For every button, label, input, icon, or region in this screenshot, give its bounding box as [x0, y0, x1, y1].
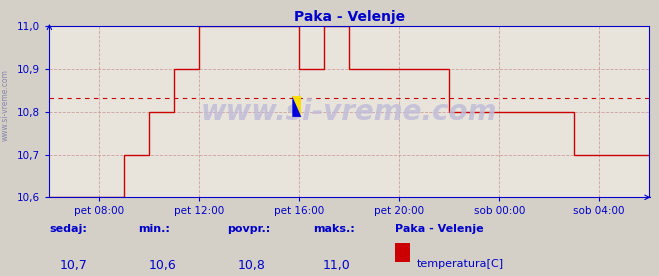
Text: povpr.:: povpr.:: [227, 224, 271, 233]
Text: temperatura[C]: temperatura[C]: [416, 259, 503, 269]
Text: 10,8: 10,8: [237, 259, 265, 272]
Text: min.:: min.:: [138, 224, 170, 233]
Text: Paka - Velenje: Paka - Velenje: [395, 224, 484, 233]
Polygon shape: [293, 96, 301, 117]
Polygon shape: [293, 96, 301, 117]
Text: 11,0: 11,0: [323, 259, 351, 272]
Text: 10,6: 10,6: [148, 259, 176, 272]
Title: Paka - Velenje: Paka - Velenje: [294, 10, 405, 24]
Text: www.si-vreme.com: www.si-vreme.com: [1, 69, 10, 141]
Text: www.si-vreme.com: www.si-vreme.com: [201, 98, 498, 126]
Text: sedaj:: sedaj:: [49, 224, 87, 233]
Text: maks.:: maks.:: [313, 224, 355, 233]
Text: 10,7: 10,7: [59, 259, 87, 272]
